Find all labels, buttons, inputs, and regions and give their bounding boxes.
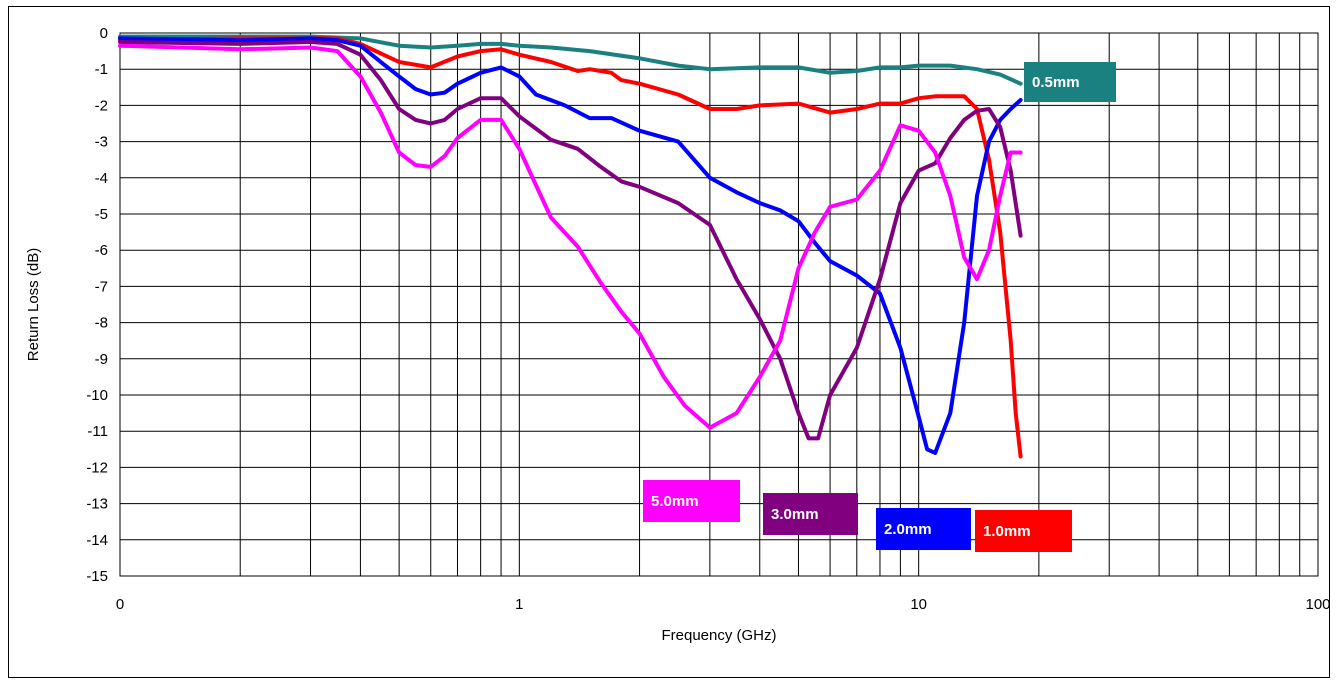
y-tick-label: -8	[95, 315, 108, 332]
y-tick-label: -13	[86, 496, 108, 513]
series-tag-box	[1024, 62, 1116, 102]
y-tick-label: -14	[86, 532, 108, 549]
series-tag-box	[763, 493, 858, 535]
series-line-2-0mm	[118, 36, 1023, 455]
series-tags: 0.5mm 1.0mm 2.0mm 3.0mm 5.0mm	[643, 62, 1116, 552]
series-tag-box	[643, 480, 740, 522]
plot-area-border	[119, 32, 1319, 577]
y-axis-title: Return Loss (dB)	[25, 248, 42, 361]
series-tag-3-0mm: 3.0mm	[763, 493, 858, 535]
series-tag-label: 2.0mm	[884, 521, 932, 538]
x-tick-label: 0	[116, 596, 124, 613]
series-tag-5-0mm: 5.0mm	[643, 480, 740, 522]
x-tick-label: 100	[1305, 596, 1330, 613]
y-tick-label: 0	[100, 25, 108, 42]
x-axis-title: Frequency (GHz)	[661, 627, 776, 644]
y-tick-label: -4	[95, 170, 108, 187]
y-tick-label: -12	[86, 459, 108, 476]
y-tick-label: -11	[87, 423, 108, 440]
y-tick-label: -7	[95, 278, 108, 295]
y-tick-label: -5	[95, 206, 108, 223]
series-tag-box	[975, 510, 1072, 552]
series-line-1-0mm	[118, 36, 1023, 459]
tick-labels: 0 -1 -2 -3 -4 -5 -6 -7 -8 -9 -10 -11 -12 -13 -14 -15 0 1 1…	[86, 25, 1330, 613]
series-line-0-5mm	[118, 34, 1023, 86]
y-tick-label: -10	[86, 387, 108, 404]
series-line-5-0mm	[118, 43, 1023, 430]
y-tick-label: -6	[95, 242, 108, 259]
x-tick-label: 1	[515, 596, 523, 613]
series-tag-label: 1.0mm	[983, 523, 1031, 540]
series-tag-0-5mm: 0.5mm	[1024, 62, 1116, 102]
series-tag-label: 0.5mm	[1032, 74, 1080, 91]
y-tick-label: -2	[95, 97, 108, 114]
series-tag-1-0mm: 1.0mm	[975, 510, 1072, 552]
series-line-3-0mm	[118, 40, 1023, 441]
series-tag-label: 3.0mm	[771, 506, 819, 523]
series-tag-2-0mm: 2.0mm	[876, 508, 971, 550]
y-tick-label: -9	[95, 351, 108, 368]
x-tick-label: 10	[910, 596, 927, 613]
y-tick-label: -15	[86, 568, 108, 585]
y-tick-label: -1	[95, 61, 108, 78]
series-tag-box	[876, 508, 971, 550]
y-tick-label: -3	[95, 134, 108, 151]
series-layer	[118, 34, 1023, 459]
series-tag-label: 5.0mm	[651, 493, 699, 510]
